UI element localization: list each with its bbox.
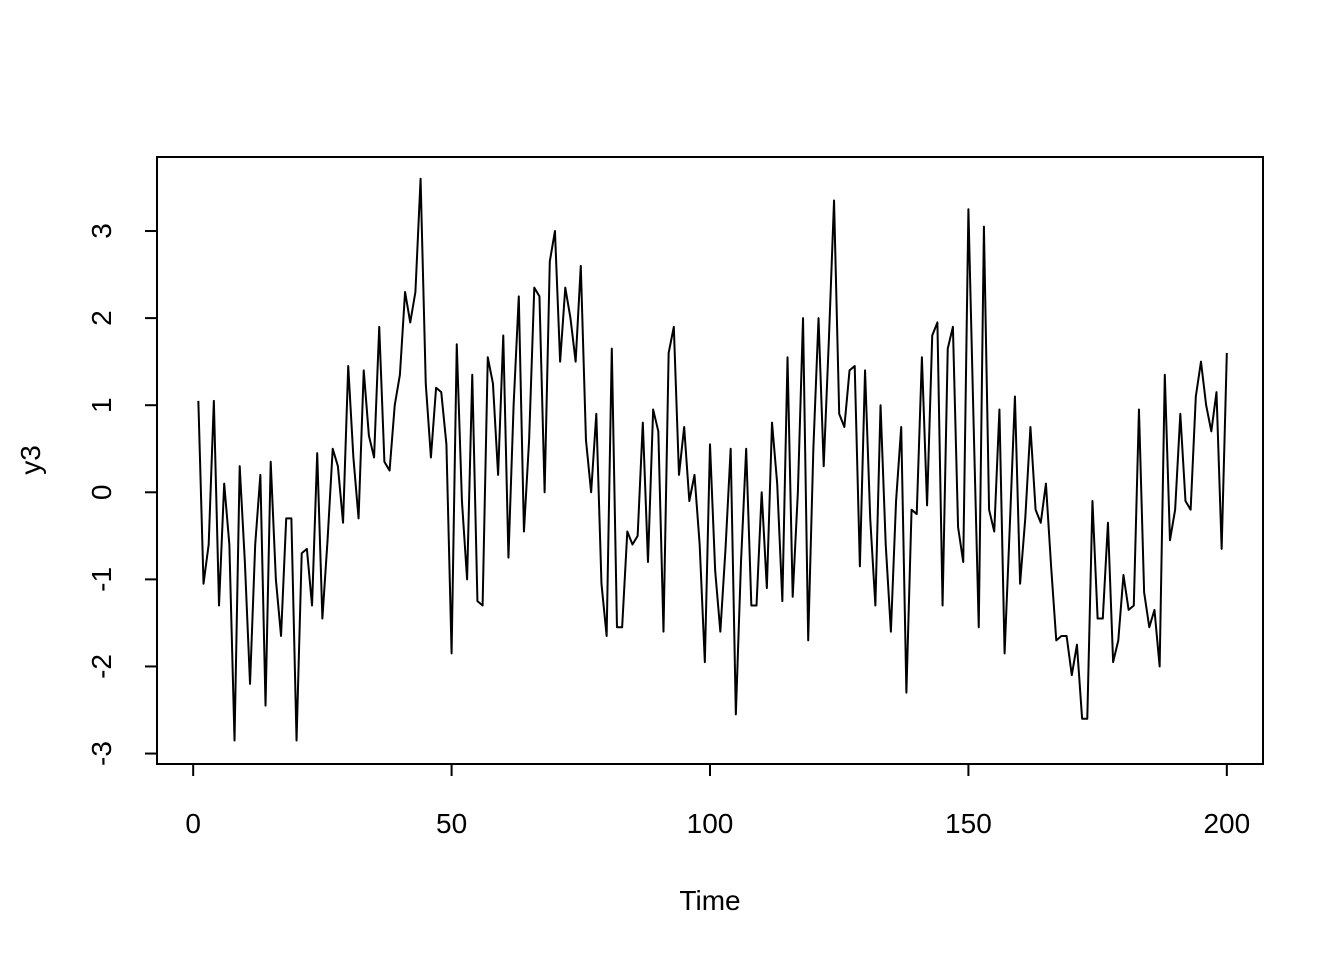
y-tick-label: 0 <box>86 484 117 500</box>
y-axis-title: y3 <box>15 445 46 475</box>
y-tick-label: -1 <box>86 567 117 592</box>
x-tick-label: 50 <box>436 808 467 839</box>
x-tick-label: 0 <box>185 808 201 839</box>
y-tick-label: -3 <box>86 741 117 766</box>
x-tick-label: 200 <box>1203 808 1250 839</box>
series-line <box>197 177 1228 742</box>
x-tick-label: 150 <box>945 808 992 839</box>
y-tick-label: 2 <box>86 310 117 326</box>
x-axis-title: Time <box>679 885 740 916</box>
x-tick-label: 100 <box>687 808 734 839</box>
x-axis: 0 50 100 150 200 <box>185 763 1250 839</box>
y-axis: -3 -2 -1 0 1 2 3 <box>86 223 158 766</box>
y-tick-label: -2 <box>86 654 117 679</box>
y-tick-label: 3 <box>86 223 117 239</box>
y-tick-label: 1 <box>86 397 117 413</box>
